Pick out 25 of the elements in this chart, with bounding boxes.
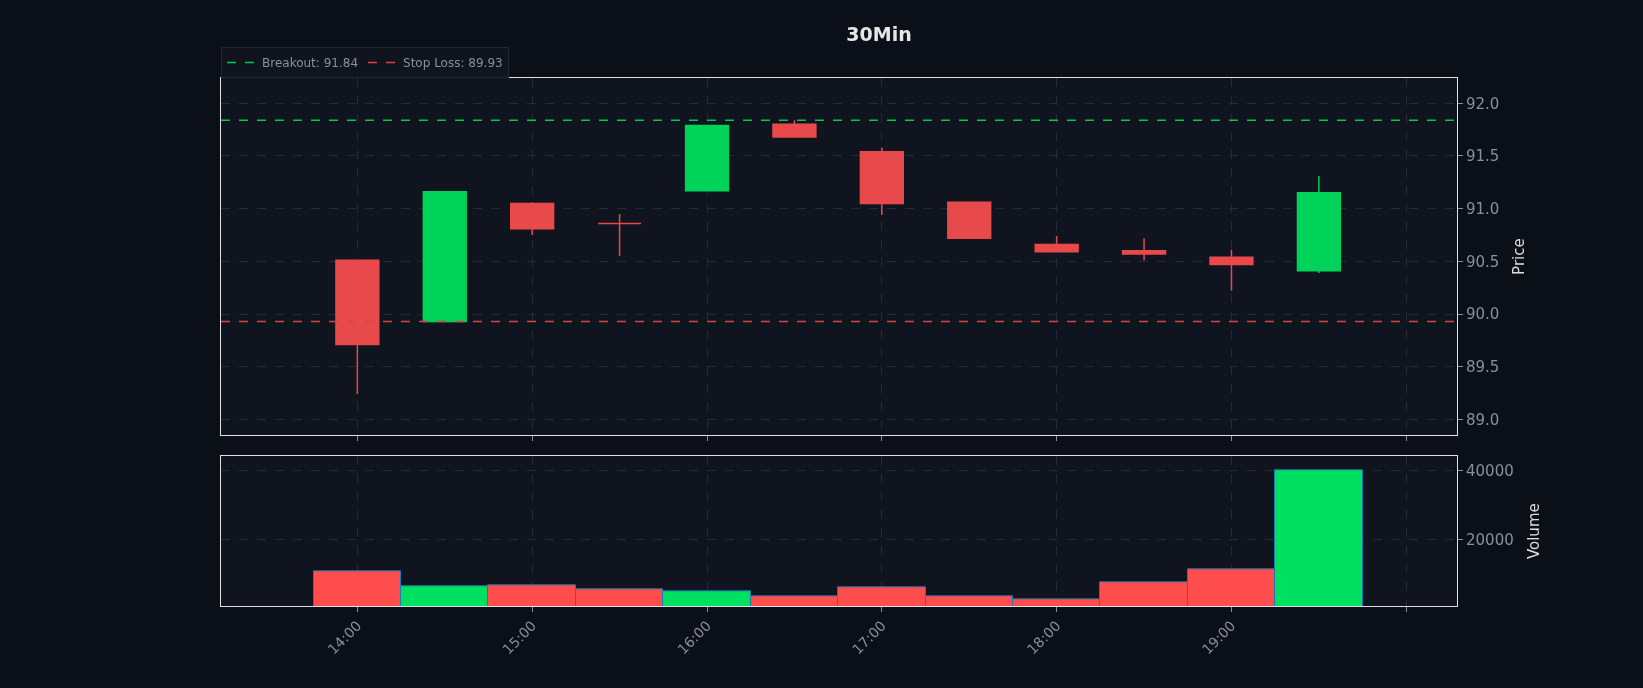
y-tick-label: 90.5: [1466, 252, 1500, 271]
y-axis-title: Price: [1510, 238, 1529, 275]
candlestick: [772, 119, 817, 138]
y-tick-label: 40000: [1466, 461, 1514, 480]
legend-label: Breakout: 91.84: [262, 56, 359, 71]
y-axis-title: Volume: [1524, 503, 1543, 560]
candlestick: [1121, 237, 1167, 262]
candlestick: [597, 213, 642, 257]
candlestick: [947, 201, 992, 239]
y-tick-label: 91.5: [1466, 147, 1500, 166]
candlestick: [1296, 175, 1342, 274]
candlestick: [859, 146, 904, 216]
candlestick: [1034, 235, 1079, 253]
y-tick-label: 91.0: [1466, 199, 1500, 218]
legend-label: Stop Loss: 89.93: [403, 56, 503, 71]
y-tick-label: 90.0: [1466, 305, 1500, 324]
candlestick: [684, 124, 730, 192]
candlestick: [1209, 249, 1254, 292]
y-tick-label: 20000: [1466, 531, 1514, 550]
chart-title: 30Min: [846, 22, 912, 45]
y-tick-label: 89.5: [1466, 357, 1500, 376]
y-tick-label: 92.0: [1466, 94, 1500, 113]
candlestick: [510, 201, 555, 236]
y-tick-label: 89.0: [1466, 410, 1500, 429]
candlestick: [422, 191, 467, 323]
